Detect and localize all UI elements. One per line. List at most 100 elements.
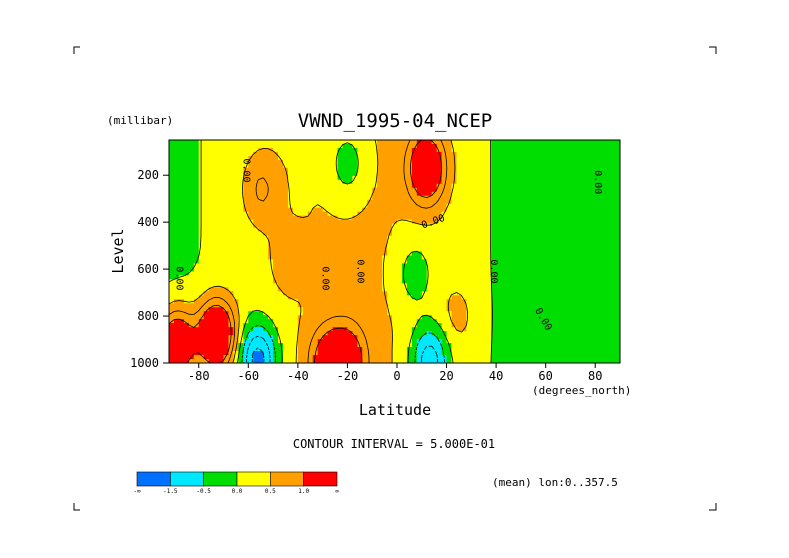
field-cell: [173, 315, 180, 320]
field-cell: [446, 215, 453, 221]
field-cell: [307, 275, 314, 280]
field-cell: [476, 155, 482, 161]
field-cell: [312, 140, 319, 145]
field-cell: [307, 355, 314, 360]
field-cell: [218, 327, 225, 332]
field-cell: [401, 275, 408, 280]
field-cell: [426, 223, 433, 229]
field-cell: [287, 331, 294, 336]
field-cell: [367, 191, 373, 197]
field-cell: [431, 275, 438, 280]
field-cell: [446, 155, 453, 161]
field-cell: [446, 307, 453, 312]
field-cell: [510, 327, 517, 332]
field-cell: [287, 271, 294, 276]
field-cell: [169, 211, 175, 217]
field-cell: [327, 227, 334, 233]
field-cell: [570, 331, 576, 336]
field-cell: [406, 351, 413, 356]
field-cell: [456, 351, 463, 356]
field-cell: [243, 175, 249, 181]
field-cell: [193, 263, 200, 269]
field-cell: [317, 259, 324, 265]
field-cell: [565, 143, 572, 149]
field-cell: [392, 351, 398, 356]
field-cell: [282, 295, 289, 300]
field-cell: [431, 151, 438, 157]
field-cell: [357, 183, 363, 189]
field-cell: [342, 287, 349, 292]
field-cell: [610, 279, 616, 284]
field-cell: [352, 323, 358, 328]
field-cell: [431, 159, 438, 165]
field-cell: [223, 183, 230, 189]
field-cell: [515, 159, 522, 165]
field-cell: [466, 155, 472, 161]
field-cell: [382, 279, 388, 284]
field-cell: [575, 199, 581, 205]
field-cell: [238, 251, 244, 257]
field-cell: [600, 327, 606, 332]
field-cell: [302, 171, 309, 177]
field-cell: [406, 323, 413, 328]
field-cell: [193, 191, 200, 197]
field-cell: [496, 335, 502, 340]
field-cell: [540, 323, 547, 328]
field-cell: [471, 323, 477, 328]
field-cell: [233, 247, 239, 253]
field-cell: [307, 231, 314, 237]
field-cell: [377, 251, 383, 257]
field-cell: [396, 247, 403, 253]
field-cell: [421, 243, 428, 249]
field-cell: [278, 299, 284, 304]
field-cell: [268, 179, 274, 185]
field-cell: [342, 211, 349, 217]
field-cell: [461, 295, 467, 300]
field-cell: [322, 171, 329, 177]
field-cell: [431, 203, 438, 209]
field-cell: [332, 239, 339, 245]
field-cell: [520, 279, 527, 284]
field-cell: [401, 187, 408, 193]
field-cell: [580, 171, 586, 177]
field-cell: [510, 243, 517, 249]
field-cell: [372, 207, 378, 213]
field-cell: [302, 147, 309, 153]
field-cell: [550, 307, 557, 312]
field-cell: [377, 243, 383, 249]
field-cell: [426, 247, 433, 253]
field-cell: [406, 211, 413, 217]
field-cell: [382, 239, 388, 245]
field-cell: [193, 315, 200, 320]
field-cell: [605, 267, 611, 273]
field-cell: [377, 183, 383, 189]
field-cell: [540, 163, 547, 169]
field-cell: [610, 199, 616, 205]
field-cell: [530, 251, 537, 257]
field-cell: [292, 327, 299, 332]
field-cell: [421, 227, 428, 233]
field-cell: [456, 187, 463, 193]
field-cell: [401, 307, 408, 312]
field-cell: [595, 159, 601, 165]
field-cell: [555, 291, 562, 296]
field-cell: [282, 319, 289, 324]
field-cell: [595, 311, 601, 316]
field-cell: [228, 199, 235, 205]
field-cell: [243, 159, 249, 165]
field-cell: [525, 335, 532, 340]
field-cell: [198, 183, 205, 189]
field-cell: [540, 175, 547, 181]
field-cell: [600, 179, 606, 185]
field-cell: [525, 275, 532, 280]
field-cell: [411, 155, 418, 161]
field-cell: [520, 155, 527, 161]
field-cell: [580, 195, 586, 201]
field-cell: [520, 151, 527, 157]
field-cell: [263, 167, 269, 173]
field-cell: [595, 179, 601, 185]
field-cell: [451, 239, 458, 245]
field-cell: [282, 287, 289, 292]
field-cell: [208, 187, 215, 193]
field-cell: [610, 339, 616, 344]
